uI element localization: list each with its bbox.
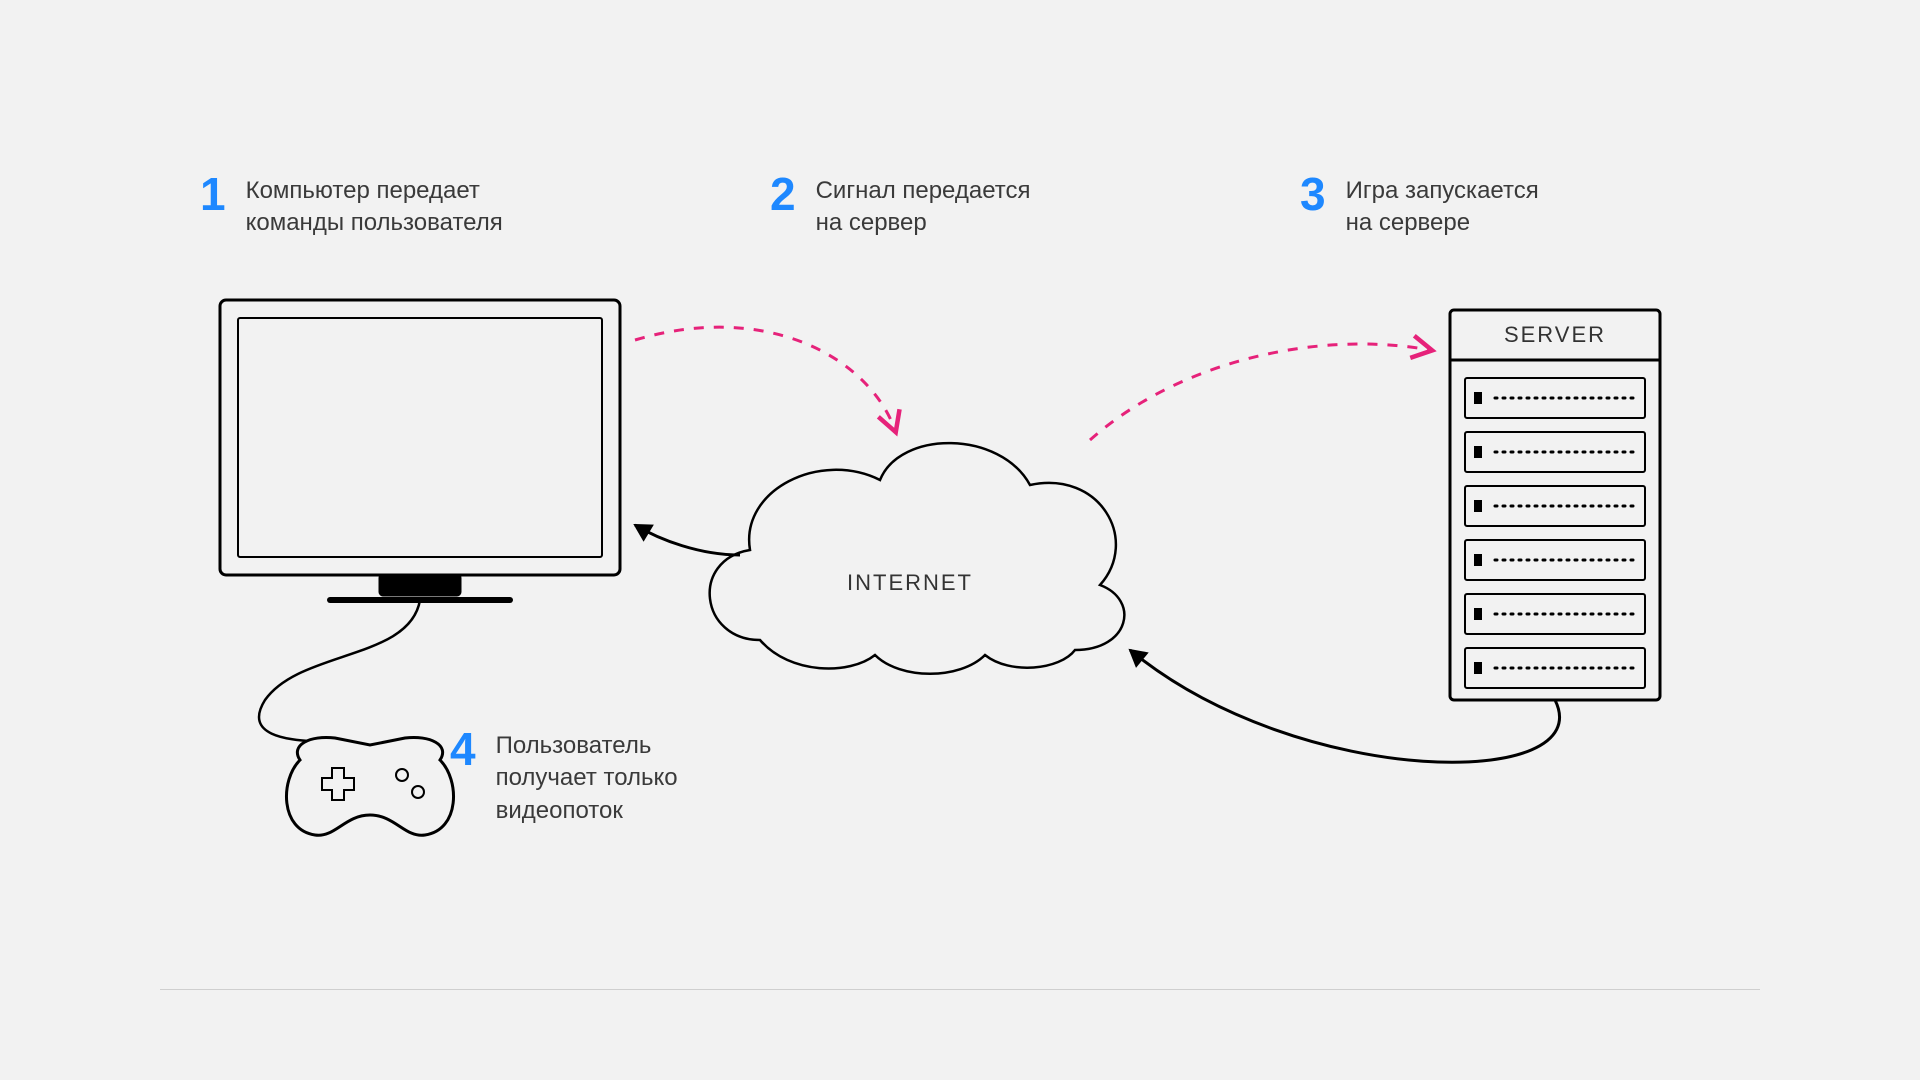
cloud-icon (710, 443, 1125, 674)
bottom-divider (160, 989, 1760, 990)
step-3-number: 3 (1300, 171, 1326, 217)
gamepad-cable (259, 600, 420, 742)
step-4: 4 Пользователь получает только видеопото… (450, 730, 678, 827)
server-label: SERVER (1450, 322, 1660, 348)
edge-pc-to-cloud (635, 327, 895, 430)
step-4-number: 4 (450, 726, 476, 772)
step-2-number: 2 (770, 171, 796, 217)
step-4-text: Пользователь получает только видеопоток (496, 730, 678, 827)
diagram-svg (0, 0, 1920, 1080)
step-3-text: Игра запускается на сервере (1346, 175, 1539, 240)
cloud-label: INTERNET (830, 570, 990, 596)
step-1-number: 1 (200, 171, 226, 217)
step-3: 3 Игра запускается на сервере (1300, 175, 1539, 240)
monitor-icon (220, 300, 620, 600)
step-2-text: Сигнал передается на сервер (816, 175, 1031, 240)
server-icon (1450, 310, 1660, 700)
gamepad-icon (286, 737, 453, 835)
step-2: 2 Сигнал передается на сервер (770, 175, 1031, 240)
step-1: 1 Компьютер передает команды пользовател… (200, 175, 503, 240)
edge-cloud-to-pc (635, 525, 740, 555)
step-1-text: Компьютер передает команды пользователя (246, 175, 503, 240)
diagram-canvas: 1 Компьютер передает команды пользовател… (0, 0, 1920, 1080)
edge-cloud-to-server (1090, 344, 1430, 440)
